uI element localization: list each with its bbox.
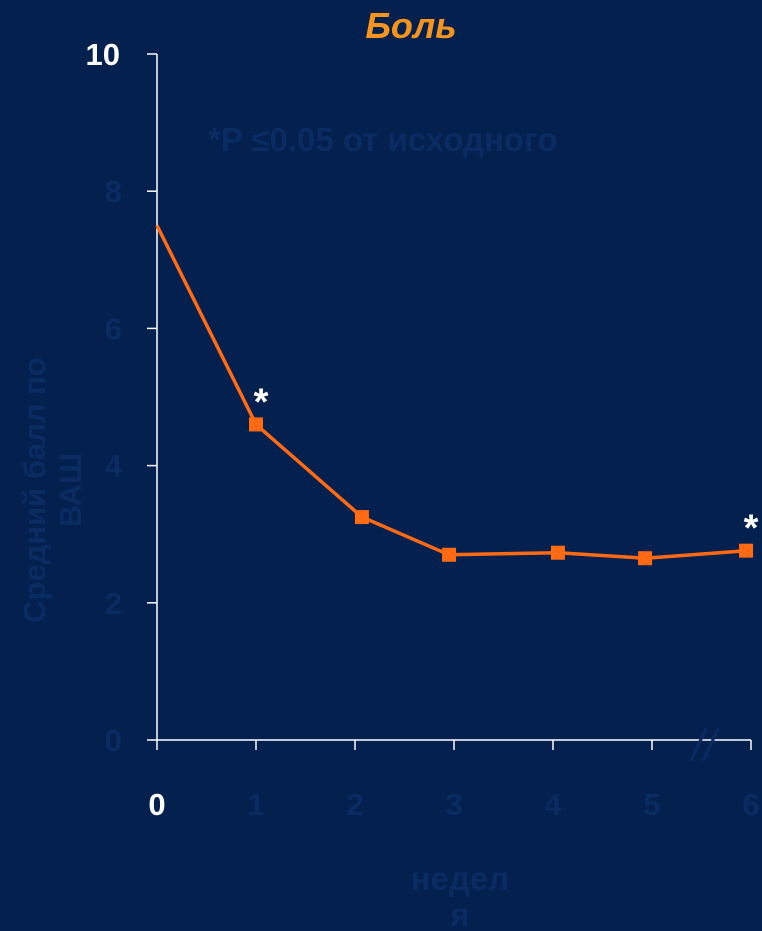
y-tick-label: 2 (105, 586, 122, 621)
y-tick-label: 4 (105, 449, 123, 484)
x-tick-label: 2 (346, 787, 363, 822)
data-point-marker (249, 417, 263, 432)
x-tick-label: 3 (445, 787, 462, 822)
significance-asterisk: * (744, 508, 759, 550)
x-tick-label: 4 (544, 787, 562, 822)
x-tick-label: 6 (742, 787, 759, 822)
axis-break-mark: // (689, 721, 720, 770)
series-line (155, 224, 747, 560)
significance-asterisk: * (254, 381, 269, 423)
x-tick-label: 0 (148, 787, 165, 822)
data-point-marker (550, 545, 565, 560)
y-axis-label: ВАШ (53, 453, 88, 527)
y-tick-label: 0 (105, 723, 122, 758)
y-tick-label: 8 (105, 174, 122, 209)
data-point-marker (442, 547, 457, 562)
data-point-marker (638, 551, 653, 566)
x-tick-label: 5 (643, 787, 660, 822)
x-axis-label: я (449, 896, 469, 931)
y-tick-label: 6 (105, 311, 122, 346)
x-axis-label: недел (411, 860, 510, 897)
x-tick-label: 1 (247, 787, 264, 822)
chart-title: Боль (365, 5, 456, 46)
significance-note: *P ≤0.05 от исходного (208, 121, 558, 158)
data-point-marker (354, 510, 369, 525)
y-tick-label: 10 (86, 37, 120, 72)
data-point-marker (739, 543, 754, 558)
y-axis-label: Средний балл по (17, 357, 52, 623)
